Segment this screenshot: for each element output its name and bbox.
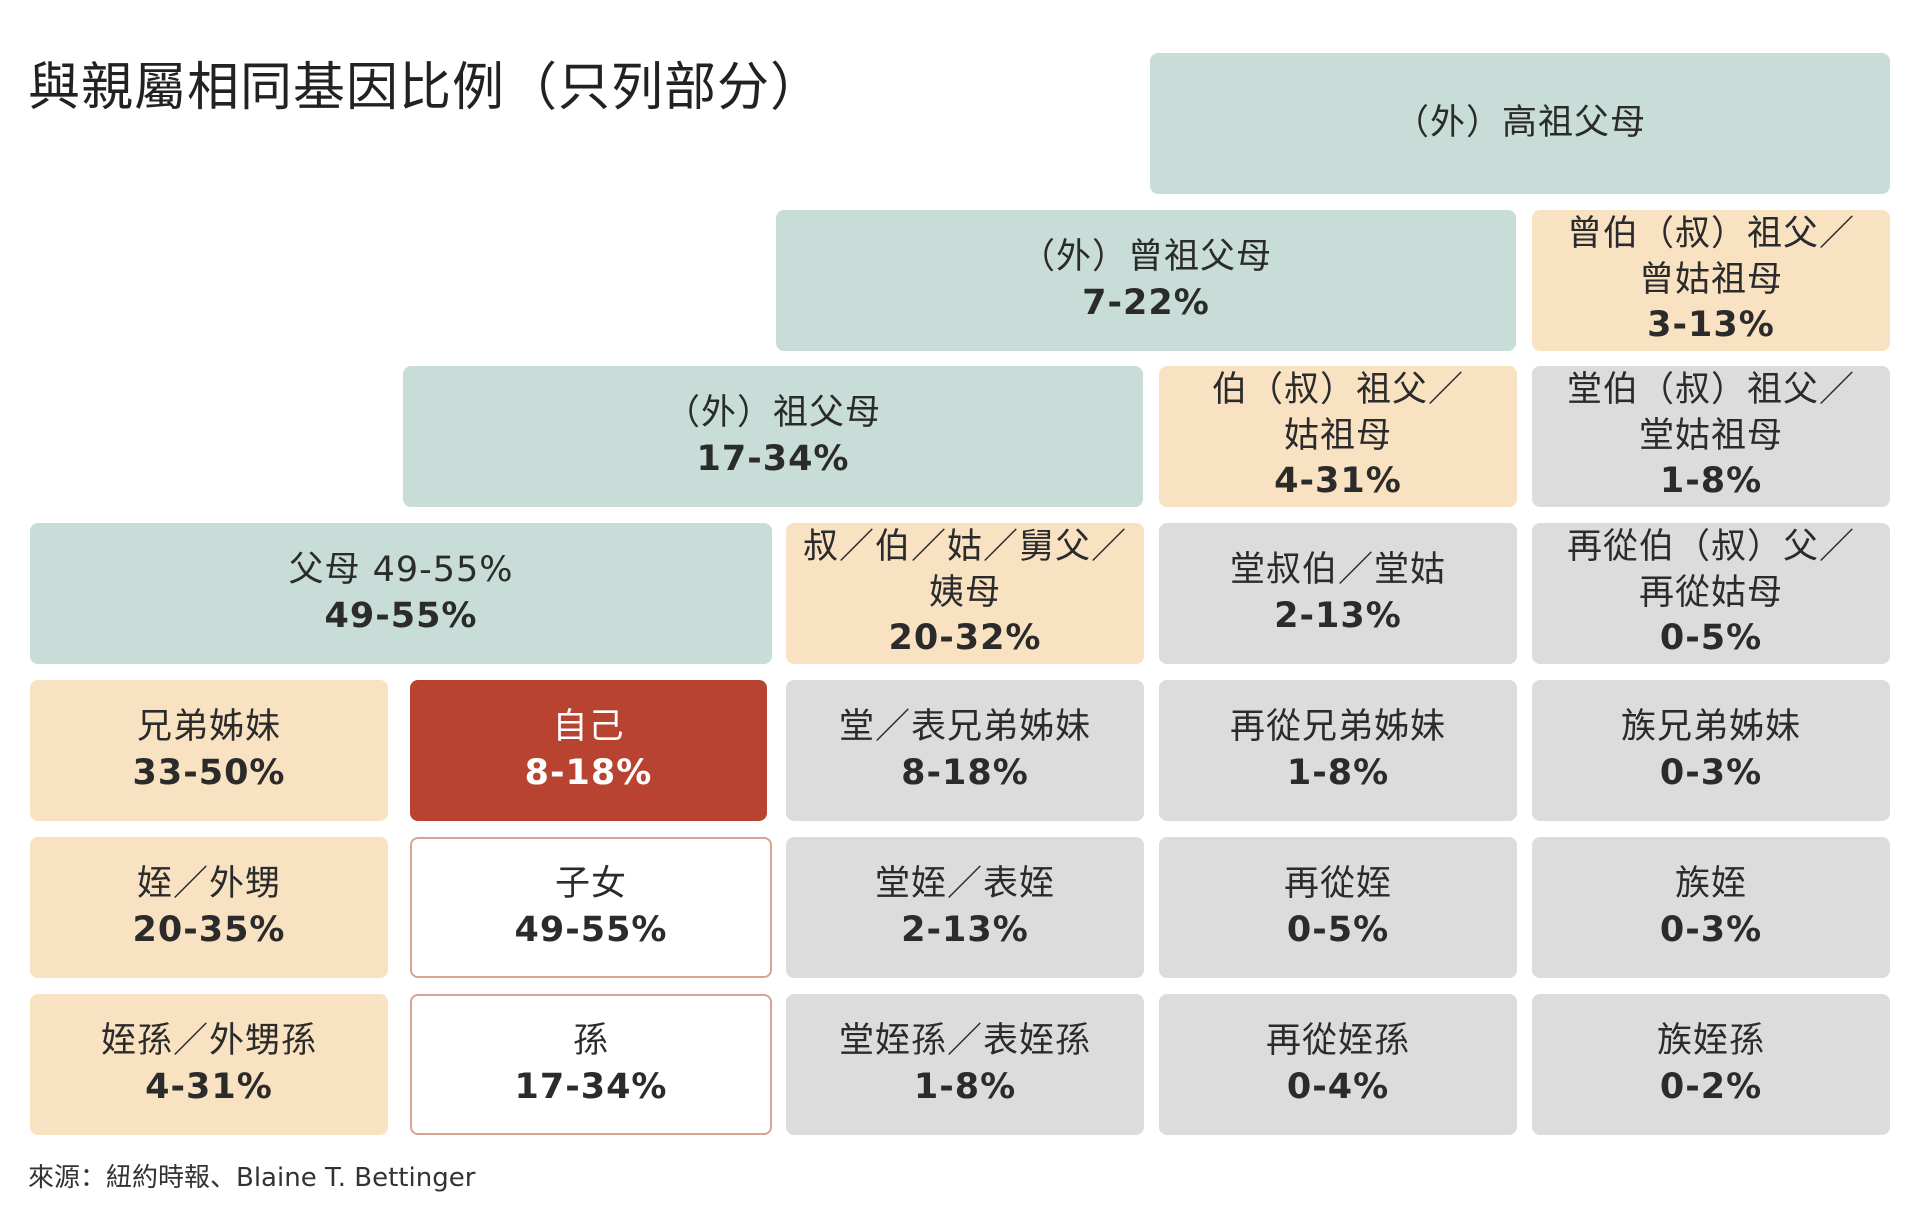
cell-first-cousin-grand-nephews: 堂姪孫／表姪孫 1-8% bbox=[786, 994, 1144, 1135]
cell-great-grand-uncle: 曾伯（叔）祖父／ 曾姑祖母 3-13% bbox=[1532, 210, 1890, 351]
cell-value: 20-35% bbox=[132, 909, 286, 950]
cell-label: 堂姪／表姪 bbox=[874, 864, 1055, 904]
cell-value: 49-55% bbox=[324, 595, 478, 636]
cell-grandchildren: 孫 17-34% bbox=[410, 994, 772, 1135]
cell-second-cousins: 再從兄弟姊妹 1-8% bbox=[1159, 680, 1517, 821]
cell-great-great-grandparents: （外）高祖父母 bbox=[1150, 53, 1890, 194]
cell-value: 1-8% bbox=[1286, 752, 1390, 793]
cell-second-cousin-nephews: 再從姪 0-5% bbox=[1159, 837, 1517, 978]
cell-value: 1-8% bbox=[913, 1066, 1017, 1107]
cell-label: 子女 bbox=[554, 864, 627, 904]
cell-value: 8-18% bbox=[901, 752, 1029, 793]
cell-label: 自己 bbox=[552, 707, 625, 747]
cell-siblings: 兄弟姊妹 33-50% bbox=[30, 680, 388, 821]
cell-value: 1-8% bbox=[1659, 461, 1763, 502]
cell-uncle-aunt: 叔／伯／姑／舅父／姨母 20-32% bbox=[786, 523, 1144, 664]
cell-value: 2-13% bbox=[901, 909, 1029, 950]
cell-value: 20-32% bbox=[888, 618, 1042, 659]
cell-second-cousin-grand-nephews: 再從姪孫 0-4% bbox=[1159, 994, 1517, 1135]
cell-parents: 父母 49-55% 49-55% bbox=[30, 523, 772, 664]
cell-value: 2-13% bbox=[1274, 595, 1402, 636]
cell-second-cousin-uncle: 再從伯（叔）父／ 再從姑母 0-5% bbox=[1532, 523, 1890, 664]
cell-label: （外）曾祖父母 bbox=[1019, 237, 1272, 277]
cell-value: 0-3% bbox=[1659, 752, 1763, 793]
cell-label: 族姪 bbox=[1674, 864, 1747, 904]
cell-label: 堂／表兄弟姊妹 bbox=[838, 707, 1091, 747]
cell-third-cousin-grand-nephews: 族姪孫 0-2% bbox=[1532, 994, 1890, 1135]
cell-value: 4-31% bbox=[145, 1066, 273, 1107]
cell-value: 17-34% bbox=[514, 1066, 668, 1107]
cell-label: 曾伯（叔）祖父／ 曾姑祖母 bbox=[1566, 214, 1855, 300]
cell-first-cousins: 堂／表兄弟姊妹 8-18% bbox=[786, 680, 1144, 821]
cell-nephews: 姪／外甥 20-35% bbox=[30, 837, 388, 978]
cell-first-cousin-nephews: 堂姪／表姪 2-13% bbox=[786, 837, 1144, 978]
cell-value: 4-31% bbox=[1274, 461, 1402, 502]
cell-third-cousin-nephews: 族姪 0-3% bbox=[1532, 837, 1890, 978]
cell-value: 7-22% bbox=[1082, 282, 1210, 323]
cell-value: 0-2% bbox=[1659, 1066, 1763, 1107]
cell-grand-nephews: 姪孫／外甥孫 4-31% bbox=[30, 994, 388, 1135]
cell-value: 0-3% bbox=[1659, 909, 1763, 950]
cell-label: 再從姪 bbox=[1283, 864, 1392, 904]
cell-label: 堂叔伯／堂姑 bbox=[1229, 550, 1446, 590]
cell-label: 再從伯（叔）父／ 再從姑母 bbox=[1566, 527, 1855, 613]
cell-self: 自己 8-18% bbox=[410, 680, 767, 821]
cell-first-cousin-grand-uncle: 堂伯（叔）祖父／ 堂姑祖母 1-8% bbox=[1532, 366, 1890, 507]
cell-label: 再從姪孫 bbox=[1265, 1021, 1410, 1061]
source-credit: 來源：紐約時報、Blaine T. Bettinger bbox=[28, 1163, 476, 1193]
cell-label: 姪／外甥 bbox=[136, 864, 281, 904]
cell-label: 族兄弟姊妹 bbox=[1620, 707, 1801, 747]
cell-first-cousin-uncle: 堂叔伯／堂姑 2-13% bbox=[1159, 523, 1517, 664]
page-title: 與親屬相同基因比例（只列部分） bbox=[28, 58, 824, 118]
cell-value: 33-50% bbox=[132, 752, 286, 793]
cell-value: 0-5% bbox=[1286, 909, 1390, 950]
cell-value: 49-55% bbox=[514, 909, 668, 950]
cell-label: 兄弟姊妹 bbox=[136, 707, 281, 747]
cell-label: 伯（叔）祖父／ 姑祖母 bbox=[1211, 370, 1464, 456]
cell-label: 父母 49-55% bbox=[288, 550, 514, 590]
cell-label: 再從兄弟姊妹 bbox=[1229, 707, 1446, 747]
cell-children: 子女 49-55% bbox=[410, 837, 772, 978]
cell-label: 叔／伯／姑／舅父／姨母 bbox=[802, 527, 1127, 613]
cell-label: （外）高祖父母 bbox=[1393, 102, 1646, 143]
cell-label: 堂姪孫／表姪孫 bbox=[838, 1021, 1091, 1061]
cell-label: 孫 bbox=[572, 1021, 609, 1061]
cell-value: 8-18% bbox=[524, 752, 653, 793]
cell-label: 堂伯（叔）祖父／ 堂姑祖母 bbox=[1566, 370, 1855, 456]
cell-third-cousins: 族兄弟姊妹 0-3% bbox=[1532, 680, 1890, 821]
cell-label: 姪孫／外甥孫 bbox=[100, 1021, 317, 1061]
cell-grandparents: （外）祖父母 17-34% bbox=[403, 366, 1143, 507]
cell-label: 族姪孫 bbox=[1656, 1021, 1765, 1061]
cell-value: 17-34% bbox=[696, 438, 850, 479]
cell-value: 0-4% bbox=[1286, 1066, 1390, 1107]
cell-great-grandparents: （外）曾祖父母 7-22% bbox=[776, 210, 1516, 351]
cell-grand-uncle: 伯（叔）祖父／ 姑祖母 4-31% bbox=[1159, 366, 1517, 507]
cell-value: 0-5% bbox=[1659, 618, 1763, 659]
cell-label: （外）祖父母 bbox=[664, 393, 881, 433]
cell-value: 3-13% bbox=[1647, 305, 1775, 346]
